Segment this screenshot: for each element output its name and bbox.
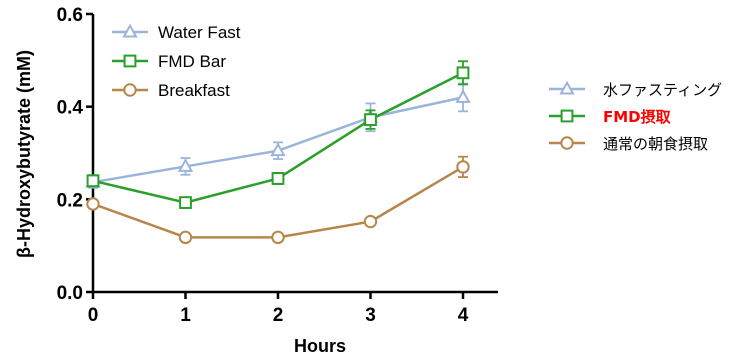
data-point: [271, 172, 285, 185]
series-layer: [85, 60, 471, 245]
x-tick-label: 2: [273, 305, 284, 326]
legend-label: FMD Bar: [158, 52, 226, 71]
y-tick-label: 0.4: [57, 98, 84, 119]
data-point: [456, 66, 470, 80]
x-tick-label: 0: [88, 305, 99, 326]
x-tick-label: 1: [180, 305, 191, 326]
data-point: [456, 160, 470, 174]
data-point: [364, 113, 377, 127]
y-tick-label: 0.6: [57, 5, 83, 26]
legend-marker: [123, 83, 137, 97]
data-point: [179, 196, 192, 209]
legend-marker: [560, 136, 574, 150]
y-tick-label: 0.2: [57, 190, 83, 211]
data-point: [178, 230, 193, 245]
y-tick-label: 0.0: [57, 283, 83, 304]
tick-labels: 0.0 0.2 0.4 0.6 0 1 2 3 4: [57, 5, 469, 326]
legend-inside: Water Fast FMD Bar Breakfast: [112, 23, 241, 100]
data-point: [271, 230, 285, 245]
data-point: [86, 197, 100, 211]
legend-label: Water Fast: [158, 23, 241, 42]
legend-label-jp: 通常の朝食摂取: [603, 135, 708, 153]
series-breakfast: [86, 155, 470, 245]
legend-marker: [560, 109, 574, 123]
data-point: [177, 158, 194, 172]
legend-marker: [122, 23, 138, 38]
series-line: [92, 96, 464, 184]
y-axis-label: β-Hydroxybutyrate (mM): [14, 50, 34, 258]
data-point: [86, 174, 100, 188]
x-axis-label: Hours: [294, 336, 346, 356]
x-tick-label: 4: [458, 305, 469, 326]
legend-label-jp: FMD摂取: [603, 108, 672, 126]
legend-marker: [123, 54, 137, 68]
series-fmd-bar: [86, 60, 470, 209]
data-point: [270, 142, 286, 157]
legend-label: Breakfast: [158, 81, 230, 100]
legend-marker: [559, 80, 575, 95]
data-point: [363, 214, 378, 229]
axes: [86, 12, 498, 299]
legend-label-jp: 水ファスティング: [603, 81, 722, 99]
data-point: [455, 89, 471, 103]
x-tick-label: 3: [365, 305, 376, 326]
